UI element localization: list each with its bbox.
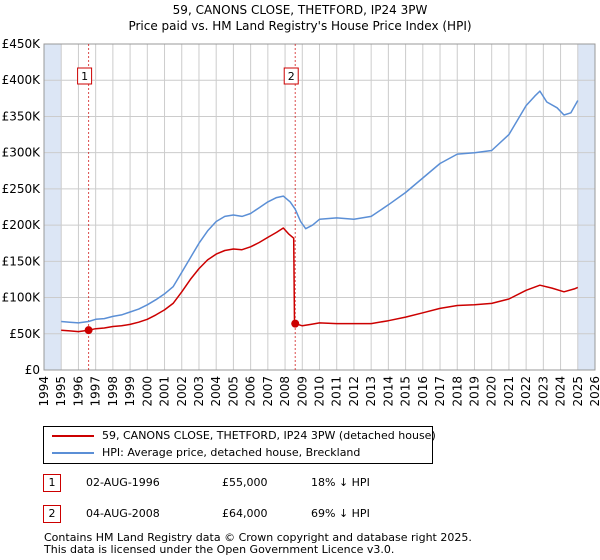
sale-point [291,319,300,328]
x-tick-label: 2025 [571,376,585,407]
x-tick-label: 2006 [244,376,258,407]
y-tick-label: £200K [2,218,42,232]
y-tick-label: £250K [2,182,42,196]
x-tick-label: 2004 [209,376,223,407]
y-tick-label: £300K [2,146,42,160]
hpi-line [61,90,579,324]
y-tick-label: £100K [2,291,42,305]
x-tick-label: 2017 [433,376,447,407]
x-tick-label: 2003 [192,376,206,407]
x-tick-label: 2016 [416,376,430,407]
y-tick-label: £0 [25,363,40,377]
x-tick-label: 2024 [554,376,568,407]
x-tick-label: 2015 [399,376,413,407]
y-tick-label: £150K [2,254,42,268]
legend-label-hpi: HPI: Average price, detached house, Brec… [102,446,361,459]
x-tick-label: 2007 [261,376,275,407]
x-tick-label: 2008 [278,376,292,407]
y-tick-label: £350K [2,109,42,123]
footer-copyright: Contains HM Land Registry data © Crown c… [44,531,472,544]
x-tick-label: 2021 [502,376,516,407]
x-tick-label: 2011 [330,376,344,407]
x-tick-label: 2026 [588,376,600,407]
x-tick-label: 2020 [485,376,499,407]
sale-marker-label: 1 [81,70,88,83]
legend-swatch-property [52,435,94,437]
sale-marker-box [77,67,93,85]
property-price-line [61,227,579,333]
x-tick-label: 2009 [295,376,309,407]
shaded-region-1 [44,44,62,370]
x-tick-label: 2002 [175,376,189,407]
chart-title: 59, CANONS CLOSE, THETFORD, IP24 3PW [172,3,428,17]
x-tick-label: 2012 [347,376,361,407]
sale-hpi-diff: 69% ↓ HPI [311,507,370,520]
sale-marker-label: 2 [288,70,295,83]
sale-date: 02-AUG-1996 [86,476,160,489]
shaded-region-2 [577,44,595,370]
x-tick-label: 1994 [37,376,51,407]
x-tick-label: 2022 [519,376,533,407]
y-tick-label: £450K [2,37,42,51]
y-tick-label: £400K [2,73,42,87]
x-tick-label: 2018 [450,376,464,407]
x-tick-label: 1998 [106,376,120,407]
x-tick-label: 2019 [467,376,481,407]
footer-licence: This data is licensed under the Open Gov… [44,543,395,556]
x-tick-label: 2005 [226,376,240,407]
sale-price: £55,000 [222,476,268,489]
x-tick-label: 1995 [54,376,68,407]
x-tick-label: 1997 [89,376,103,407]
x-tick-label: 2001 [158,376,172,407]
sale-date: 04-AUG-2008 [86,507,160,520]
sale-price: £64,000 [222,507,268,520]
x-tick-label: 1996 [71,376,85,407]
y-tick-label: £50K [9,327,41,341]
sale-number-badge: 2 [43,505,61,523]
x-tick-label: 2000 [140,376,154,407]
x-tick-label: 2023 [536,376,550,407]
x-tick-label: 2014 [381,376,395,407]
sale-hpi-diff: 18% ↓ HPI [311,476,370,489]
sale-marker-box [283,67,299,85]
plot-border [43,43,596,371]
x-tick-label: 1999 [123,376,137,407]
legend-swatch-hpi [52,452,94,454]
legend-label-property: 59, CANONS CLOSE, THETFORD, IP24 3PW (de… [102,429,436,442]
x-tick-label: 2013 [364,376,378,407]
sale-number-badge: 1 [43,474,61,492]
x-tick-label: 2010 [313,376,327,407]
legend: 59, CANONS CLOSE, THETFORD, IP24 3PW (de… [43,426,436,464]
sale-point [84,326,93,335]
chart-subtitle: Price paid vs. HM Land Registry's House … [128,19,472,33]
price-chart: £0 £50K £100K £150K £200K £250K £300K £350K £400… [2,37,600,407]
